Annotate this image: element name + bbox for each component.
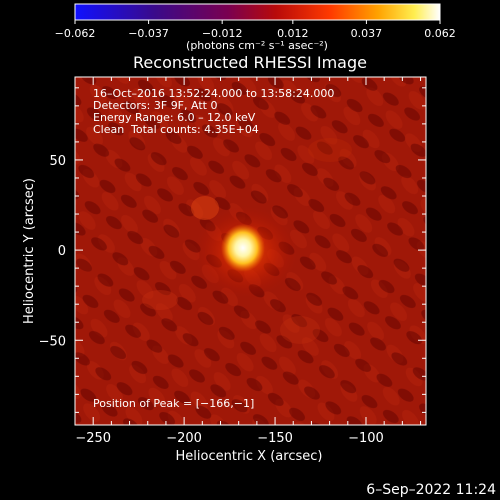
colorbar-tick-label: 0.062 — [424, 27, 456, 40]
colorbar-tick-label: −0.062 — [55, 27, 96, 40]
x-axis-label: Heliocentric X (arcsec) — [176, 449, 323, 464]
annotation-clean: Clean — [93, 123, 124, 136]
chart-title: Reconstructed RHESSI Image — [133, 53, 367, 72]
colorbar-tick-label: −0.037 — [128, 27, 169, 40]
plot-frame — [74, 76, 427, 426]
annotation-energy-range: Energy Range: 6.0 – 12.0 keV — [93, 111, 256, 124]
heatmap-image — [75, 77, 426, 425]
colorbar-ramp — [74, 3, 441, 21]
x-tick-label: −150 — [257, 431, 293, 446]
x-tick-label: −250 — [75, 431, 111, 446]
y-axis-label: Heliocentric Y (arcsec) — [22, 178, 37, 324]
annotation-time-range: 16–Oct–2016 13:52:24.000 to 13:58:24.000 — [93, 87, 334, 100]
x-tick-label: −200 — [166, 431, 202, 446]
colorbar-tick-label: −0.012 — [202, 27, 243, 40]
colorbar-tick-label: 0.012 — [277, 27, 309, 40]
x-axis: −250 −200 −150 −100 — [74, 77, 422, 446]
y-axis: −50 0 50 — [39, 87, 426, 413]
y-tick-label: −50 — [39, 334, 66, 349]
x-tick-label: −100 — [348, 431, 384, 446]
annotation-total-counts: Total counts: 4.35E+04 — [130, 123, 259, 136]
colorbar-tick-label: 0.037 — [351, 27, 383, 40]
colorbar-ticks: −0.062 −0.037 −0.012 0.012 0.037 0.062 — [55, 20, 456, 40]
y-tick-label: 50 — [49, 154, 66, 169]
annotation-peak-position: Position of Peak = [−166,−1] — [93, 397, 254, 410]
y-tick-label: 0 — [58, 244, 66, 259]
footer-timestamp: 6–Sep–2022 11:24 — [366, 482, 496, 498]
colorbar: −0.062 −0.037 −0.012 0.012 0.037 0.062 (photo… — [55, 3, 456, 52]
annotation-detectors: Detectors: 3F 9F, Att 0 — [93, 99, 217, 112]
colorbar-unit-label: (photons cm⁻² s⁻¹ asec⁻²) — [186, 39, 328, 52]
image-annotations: 16–Oct–2016 13:52:24.000 to 13:58:24.000… — [93, 87, 334, 410]
peak-core — [220, 223, 265, 272]
